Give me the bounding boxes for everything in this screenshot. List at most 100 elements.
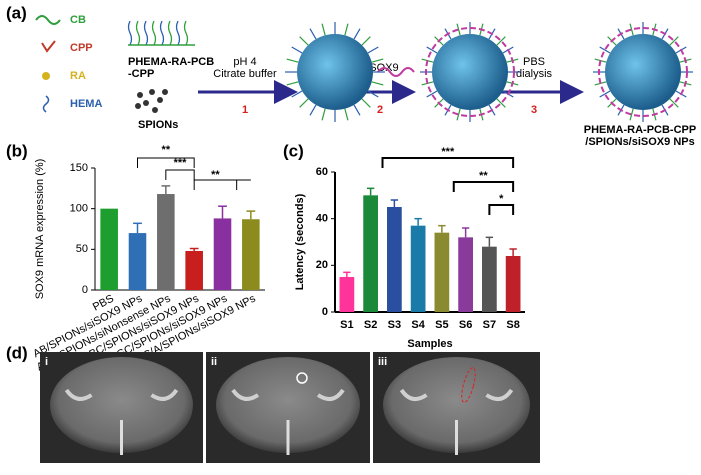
panel-label: (b)	[6, 141, 28, 160]
polymer-label: -CPP	[128, 68, 154, 80]
polymer	[127, 20, 133, 46]
icon	[35, 15, 61, 25]
spion	[149, 89, 155, 95]
polymer	[175, 20, 181, 46]
panel-label: (c)	[283, 141, 304, 160]
x-tick-label: S2	[364, 319, 377, 331]
icon	[42, 95, 50, 113]
spion	[162, 89, 168, 95]
brush	[599, 90, 611, 98]
panel-label: (a)	[6, 3, 27, 22]
step-label: PBS	[523, 56, 545, 68]
spion	[137, 92, 143, 98]
y-tick-label: 40	[316, 213, 328, 225]
bracket	[137, 157, 195, 168]
polymer	[159, 20, 165, 46]
ventricle	[64, 388, 179, 401]
polymer	[143, 20, 149, 46]
brush	[367, 46, 379, 54]
step-number: 2	[377, 104, 383, 116]
brush	[344, 23, 349, 36]
polymer	[183, 20, 189, 46]
spions-label: SPIONs	[138, 119, 178, 131]
legend-label: RA	[70, 70, 86, 82]
product-label: /SPIONs/siSOX9 NPs	[585, 136, 694, 148]
y-tick-label: 60	[316, 166, 328, 178]
sirna-icon	[377, 67, 415, 77]
spion	[143, 100, 149, 106]
spion	[135, 103, 141, 109]
bar	[482, 246, 497, 312]
y-tick-label: 20	[316, 259, 328, 271]
y-axis-label: SOX9 mRNA expression (%)	[34, 159, 46, 300]
bar	[100, 208, 118, 290]
brush	[361, 36, 371, 46]
y-tick-label: 100	[70, 203, 88, 215]
polymer	[135, 20, 141, 46]
bracket	[165, 169, 195, 180]
bracket	[193, 179, 238, 190]
brush	[599, 46, 611, 54]
brush	[371, 58, 384, 63]
sirna-shell	[598, 27, 688, 117]
x-tick-label: S7	[483, 319, 496, 331]
sirna-shell	[425, 27, 515, 117]
brush	[629, 108, 634, 121]
significance: *	[499, 193, 504, 205]
bar	[363, 195, 378, 312]
icon	[42, 72, 50, 80]
bar	[387, 207, 402, 312]
brush	[309, 28, 317, 40]
brush	[456, 23, 461, 36]
mri-label: ii	[211, 356, 217, 368]
icon	[41, 40, 56, 53]
brush	[299, 36, 309, 46]
bracket	[381, 157, 515, 168]
injection-track	[461, 367, 476, 403]
legend-label: HEMA	[70, 98, 102, 110]
x-tick-label: S1	[340, 319, 353, 331]
step-label: Citrate buffer	[213, 68, 277, 80]
brush	[426, 90, 438, 98]
bar	[185, 250, 203, 290]
brush	[669, 36, 679, 46]
brush	[353, 104, 361, 116]
bar	[410, 225, 426, 312]
x-tick-label: S5	[435, 319, 448, 331]
mri-label: i	[45, 356, 48, 368]
brush	[291, 90, 303, 98]
spion	[152, 107, 158, 113]
brush	[286, 81, 299, 86]
bar	[157, 194, 175, 290]
brush	[353, 28, 361, 40]
ventricle	[399, 388, 514, 401]
brain	[50, 357, 193, 453]
polymer	[167, 20, 173, 46]
x-tick-label: S3	[388, 319, 401, 331]
mri-label: iii	[378, 356, 387, 368]
significance: ***	[174, 157, 188, 169]
brush	[361, 98, 371, 108]
bracket	[488, 204, 515, 215]
brain	[216, 357, 360, 453]
bar	[434, 232, 450, 312]
spion	[157, 97, 163, 103]
significance: **	[479, 170, 488, 182]
y-tick-label: 0	[322, 306, 328, 318]
brush	[309, 104, 317, 116]
brush	[629, 23, 634, 36]
bar	[339, 277, 355, 312]
bar	[458, 237, 473, 312]
brush	[344, 108, 349, 121]
brush	[371, 81, 384, 86]
brush	[299, 98, 309, 108]
bar	[242, 219, 260, 290]
polymer-label: PHEMA-RA-PCB	[128, 56, 214, 68]
brush	[669, 98, 679, 108]
legend-label: CPP	[70, 42, 93, 54]
significance: **	[211, 169, 220, 181]
significance: ***	[441, 146, 455, 158]
bar	[128, 233, 147, 290]
bar	[505, 256, 521, 312]
